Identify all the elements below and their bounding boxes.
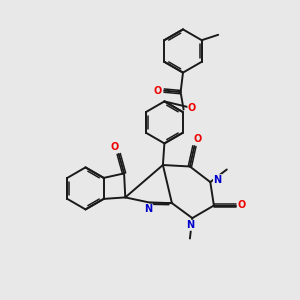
Text: N: N [186,220,194,230]
Text: O: O [188,103,196,113]
Text: N: N [213,175,222,185]
Text: O: O [193,134,202,145]
Text: O: O [111,142,119,152]
Text: N: N [145,204,153,214]
Text: O: O [238,200,246,211]
Text: O: O [153,85,162,96]
